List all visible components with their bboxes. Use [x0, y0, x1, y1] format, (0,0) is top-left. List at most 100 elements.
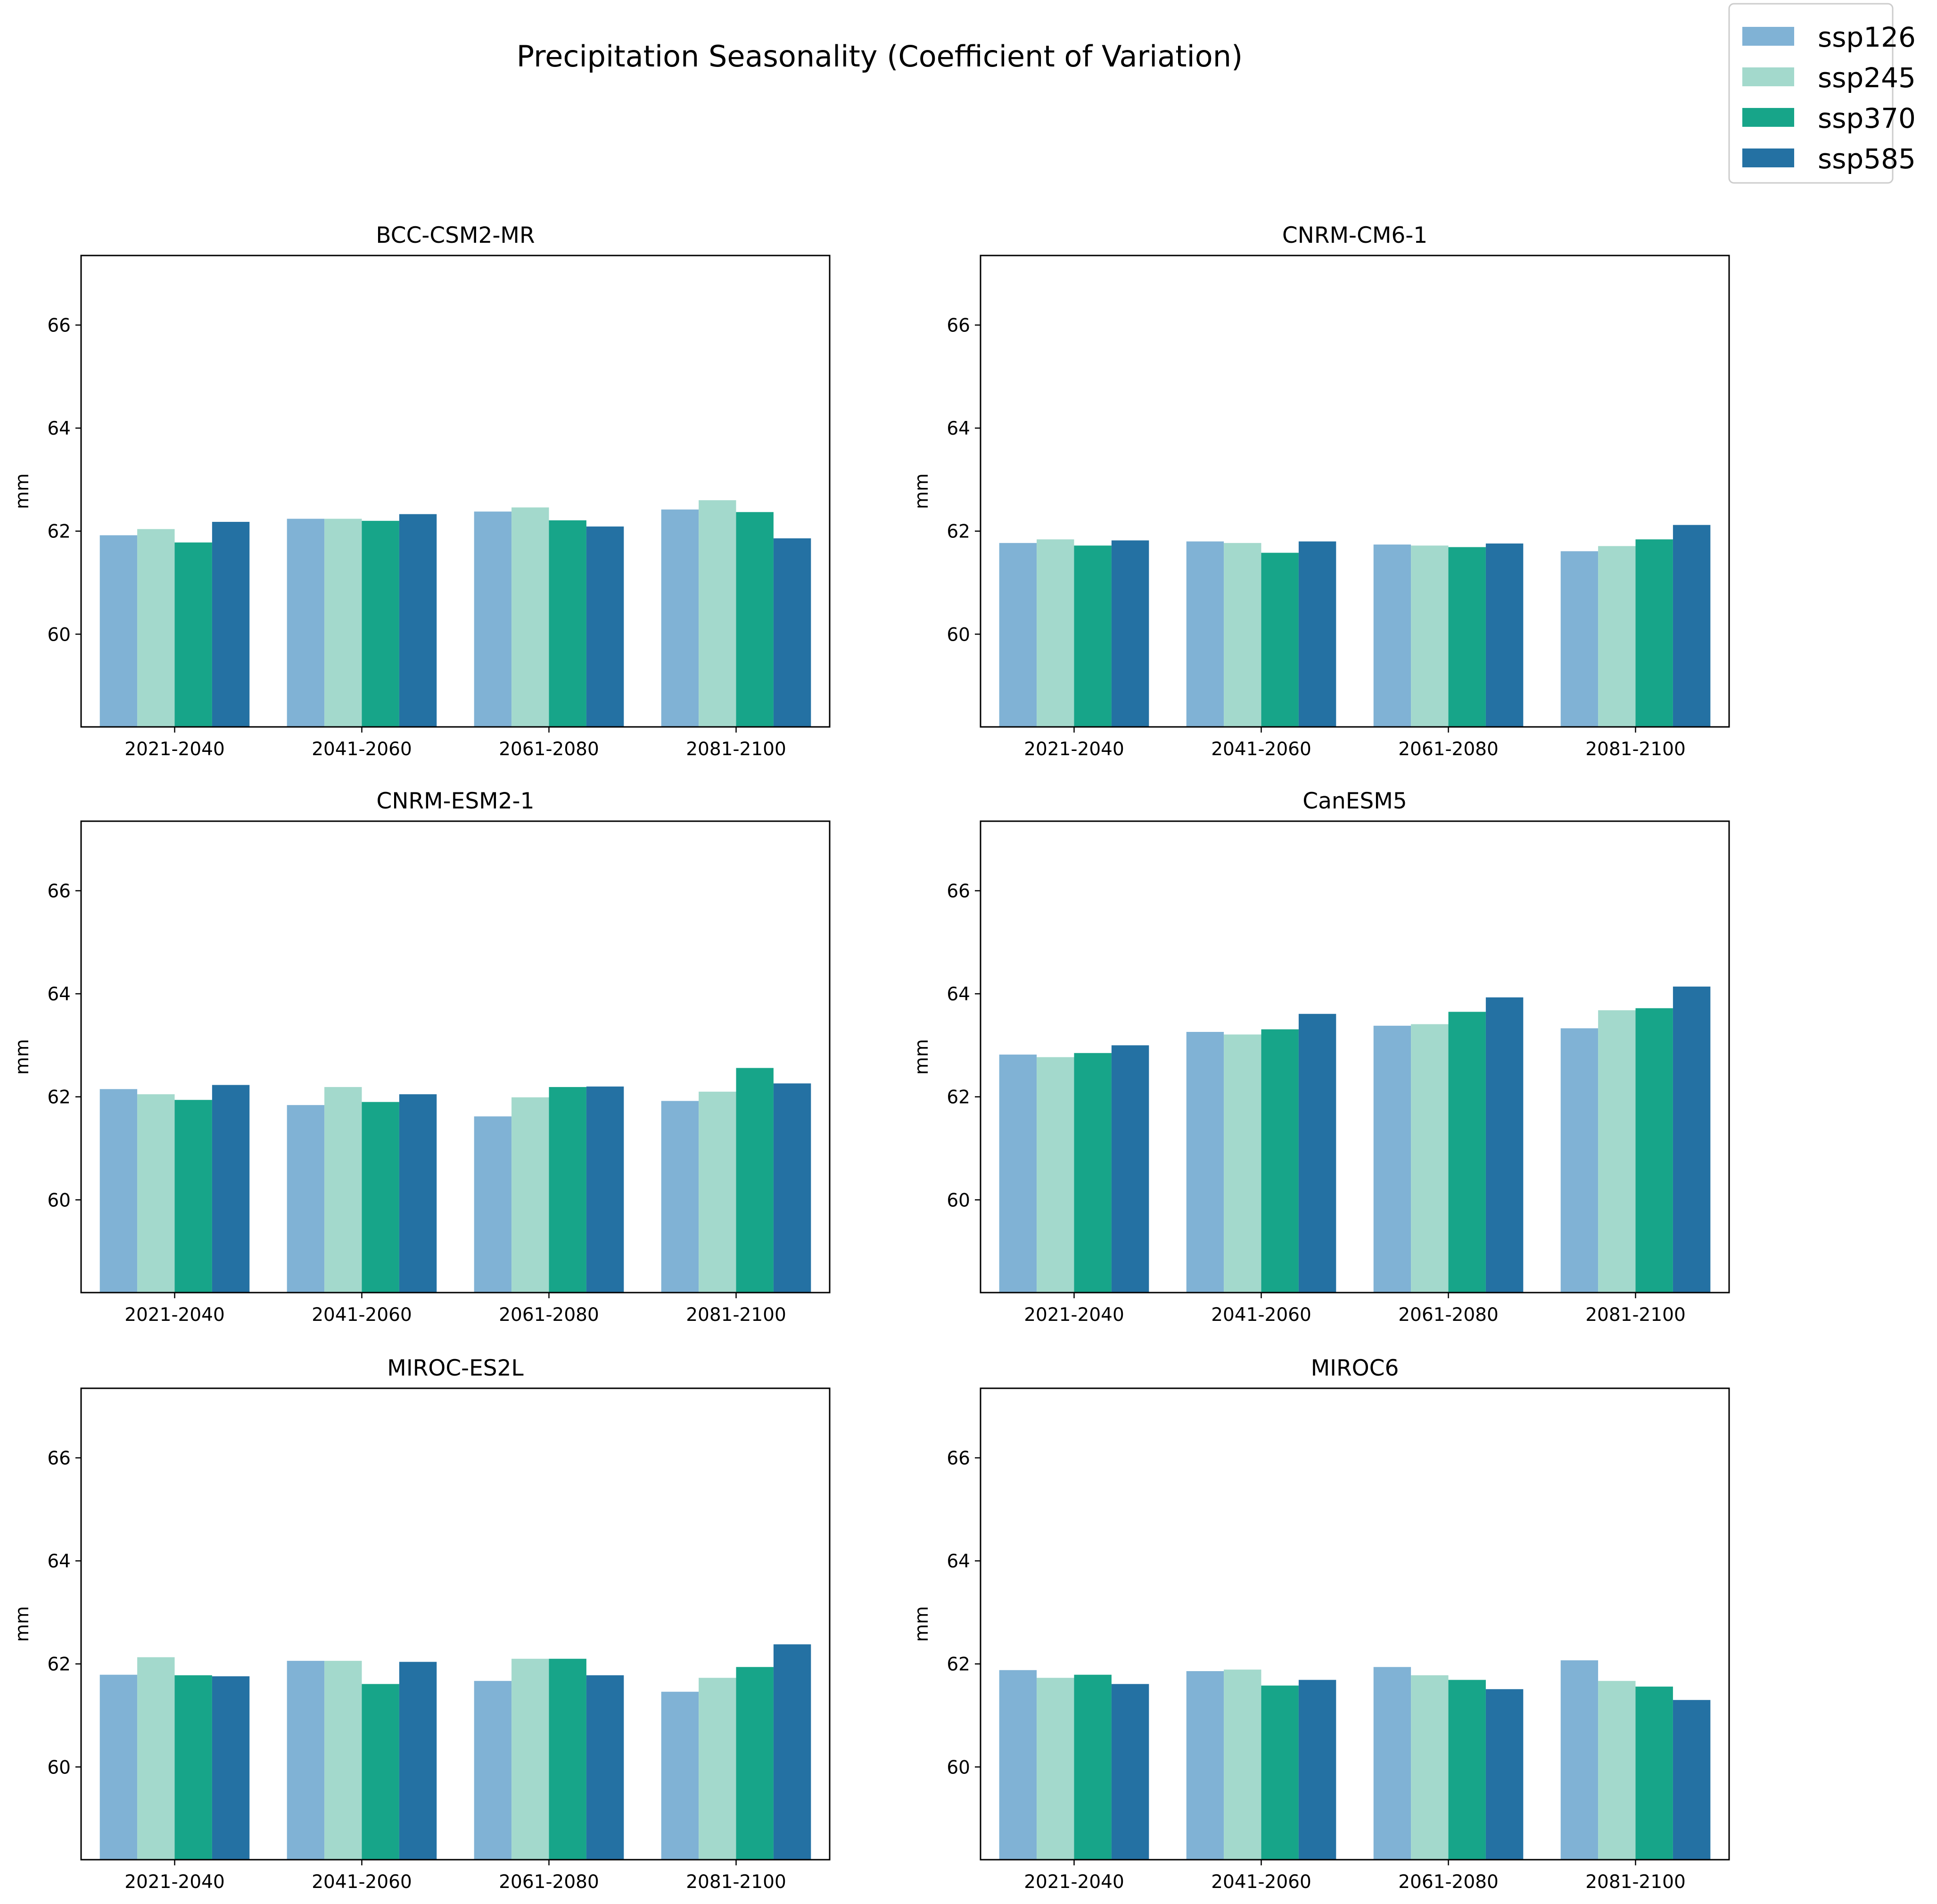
subplot-grid: BCC-CSM2-MR 60 62 64 66 2021-2040 2041-2060 206…	[12, 223, 1730, 1893]
chart-5-bar-ssp126-2041-2060	[1186, 1671, 1224, 1860]
chart-4-bar-ssp370-2041-2060	[362, 1684, 399, 1860]
chart-0-bar-ssp585-2081-2100	[773, 538, 811, 727]
chart-4-bar-ssp585-2021-2040	[212, 1676, 250, 1860]
chart-5-title: MIROC6	[1311, 1355, 1399, 1381]
chart-2-bar-ssp126-2081-2100	[661, 1101, 699, 1293]
chart-4-xtick-label-2061-2080: 2061-2080	[499, 1871, 599, 1893]
legend-swatch-ssp585	[1742, 148, 1794, 167]
chart-5-xtick-label-2061-2080: 2061-2080	[1398, 1871, 1499, 1893]
chart-3-ytick-label-66: 66	[947, 881, 970, 902]
chart-0-bar-ssp585-2041-2060	[399, 514, 437, 727]
chart-0-bar-ssp245-2061-2080	[511, 507, 549, 727]
chart-1-bar-ssp245-2061-2080	[1411, 545, 1449, 727]
chart-2-title: CNRM-ESM2-1	[377, 788, 535, 814]
chart-0-bar-ssp370-2061-2080	[549, 520, 586, 727]
chart-3-ytick-label-64: 64	[947, 984, 970, 1005]
legend-frame	[1728, 3, 1894, 184]
chart-4-bar-ssp126-2061-2080	[474, 1681, 512, 1860]
chart-5-frame	[980, 1387, 1730, 1861]
chart-0-ytick-label-60: 60	[47, 624, 71, 645]
chart-2-bar-ssp585-2061-2080	[586, 1086, 624, 1293]
figure-title: Precipitation Seasonality (Coefficient o…	[517, 39, 1243, 74]
chart-4-miroc-es2l: MIROC-ES2L 60 62 64 66 2021-2040 2041-2060 2061…	[12, 1355, 831, 1893]
chart-3-xtick-label-2041-2060: 2041-2060	[1211, 1304, 1311, 1326]
chart-4-xtick-label-2081-2100: 2081-2100	[686, 1871, 786, 1893]
chart-1-bar-ssp245-2041-2060	[1224, 543, 1261, 727]
chart-1-bar-ssp126-2041-2060	[1186, 541, 1224, 727]
chart-0-bar-ssp370-2041-2060	[362, 520, 399, 727]
chart-5-bar-ssp585-2041-2060	[1298, 1680, 1336, 1860]
chart-5-bar-ssp370-2061-2080	[1448, 1680, 1486, 1860]
chart-2-bar-ssp585-2081-2100	[773, 1083, 811, 1293]
chart-3-bar-ssp245-2061-2080	[1411, 1024, 1449, 1293]
chart-4-bar-ssp245-2021-2040	[137, 1657, 175, 1860]
chart-0-xtick-label-2081-2100: 2081-2100	[686, 739, 786, 760]
chart-5-ytick-label-64: 64	[947, 1551, 970, 1572]
chart-0-bar-ssp126-2021-2040	[99, 535, 138, 727]
chart-5-xtick-label-2021-2040: 2021-2040	[1024, 1871, 1124, 1893]
legend-swatch-ssp126	[1742, 27, 1794, 46]
chart-3-ytick-label-62: 62	[947, 1087, 970, 1108]
chart-2-bar-ssp245-2081-2100	[699, 1091, 736, 1293]
chart-5-bar-ssp585-2021-2040	[1111, 1684, 1149, 1860]
chart-3-bar-ssp370-2061-2080	[1448, 1012, 1486, 1293]
chart-4-xtick-label-2021-2040: 2021-2040	[124, 1871, 225, 1893]
legend-label-ssp585: ssp585	[1818, 143, 1916, 175]
chart-3-bar-ssp585-2061-2080	[1485, 997, 1524, 1293]
chart-2-xtick-label-2021-2040: 2021-2040	[124, 1304, 225, 1326]
chart-4-bar-ssp245-2061-2080	[511, 1658, 549, 1860]
legend-swatch-ssp245	[1742, 67, 1794, 86]
chart-1-xtick-label-2081-2100: 2081-2100	[1585, 739, 1686, 760]
chart-4-xtick-label-2041-2060: 2041-2060	[312, 1871, 412, 1893]
chart-1-xtick-label-2061-2080: 2061-2080	[1398, 739, 1499, 760]
chart-3-bar-ssp370-2041-2060	[1261, 1029, 1299, 1293]
legend-swatch-ssp370	[1742, 108, 1794, 127]
chart-1-ytick-label-62: 62	[947, 521, 970, 543]
chart-1-ytick-label-64: 64	[947, 418, 970, 439]
chart-4-bar-ssp370-2081-2100	[736, 1667, 774, 1860]
chart-1-bar-ssp370-2081-2100	[1635, 539, 1673, 727]
chart-5-bar-ssp245-2081-2100	[1598, 1681, 1636, 1860]
chart-2-bar-ssp245-2061-2080	[511, 1097, 549, 1293]
chart-5-ytick-label-66: 66	[947, 1448, 970, 1469]
chart-0-ytick-label-64: 64	[47, 418, 71, 439]
chart-5-ytick-label-60: 60	[947, 1757, 970, 1778]
chart-3-bar-ssp585-2021-2040	[1111, 1045, 1149, 1293]
chart-3-title: CanESM5	[1302, 788, 1407, 814]
chart-4-ytick-label-60: 60	[47, 1757, 71, 1778]
legend-label-ssp245: ssp245	[1818, 62, 1916, 94]
chart-5-xtick-label-2081-2100: 2081-2100	[1585, 1871, 1686, 1893]
chart-1-bar-ssp126-2061-2080	[1373, 544, 1411, 727]
chart-5-ylabel: mm	[911, 1606, 932, 1642]
chart-3-bar-ssp585-2041-2060	[1298, 1014, 1336, 1293]
chart-0-bar-ssp126-2061-2080	[474, 511, 512, 727]
chart-3-xtick-label-2021-2040: 2021-2040	[1024, 1304, 1124, 1326]
legend-label-ssp126: ssp126	[1818, 21, 1916, 53]
chart-3-frame	[980, 820, 1730, 1294]
chart-5-bar-ssp126-2021-2040	[999, 1670, 1037, 1860]
chart-1-ytick-label-66: 66	[947, 315, 970, 337]
chart-0-xtick-label-2041-2060: 2041-2060	[312, 739, 412, 760]
chart-0-ylabel: mm	[12, 473, 33, 509]
chart-5-bar-ssp245-2061-2080	[1411, 1675, 1449, 1860]
chart-1-bar-ssp126-2021-2040	[999, 543, 1037, 727]
chart-2-bar-ssp245-2021-2040	[137, 1094, 175, 1293]
chart-5-bar-ssp370-2021-2040	[1074, 1674, 1112, 1860]
chart-3-bar-ssp585-2081-2100	[1673, 986, 1711, 1293]
chart-4-bar-ssp245-2081-2100	[699, 1678, 736, 1860]
chart-4-bar-ssp585-2081-2100	[773, 1644, 811, 1860]
chart-2-ytick-label-60: 60	[47, 1190, 71, 1211]
chart-1-xtick-label-2021-2040: 2021-2040	[1024, 739, 1124, 760]
chart-5-bar-ssp126-2061-2080	[1373, 1667, 1411, 1860]
chart-5-bar-ssp585-2081-2100	[1673, 1700, 1711, 1860]
chart-2-bar-ssp126-2041-2060	[287, 1105, 325, 1293]
chart-3-ylabel: mm	[911, 1039, 932, 1075]
chart-4-bar-ssp126-2081-2100	[661, 1691, 699, 1860]
chart-4-ylabel: mm	[12, 1606, 33, 1642]
chart-4-bar-ssp126-2041-2060	[287, 1661, 325, 1860]
chart-3-bar-ssp370-2081-2100	[1635, 1008, 1673, 1293]
chart-2-bar-ssp585-2041-2060	[399, 1094, 437, 1293]
chart-2-frame	[80, 820, 831, 1294]
